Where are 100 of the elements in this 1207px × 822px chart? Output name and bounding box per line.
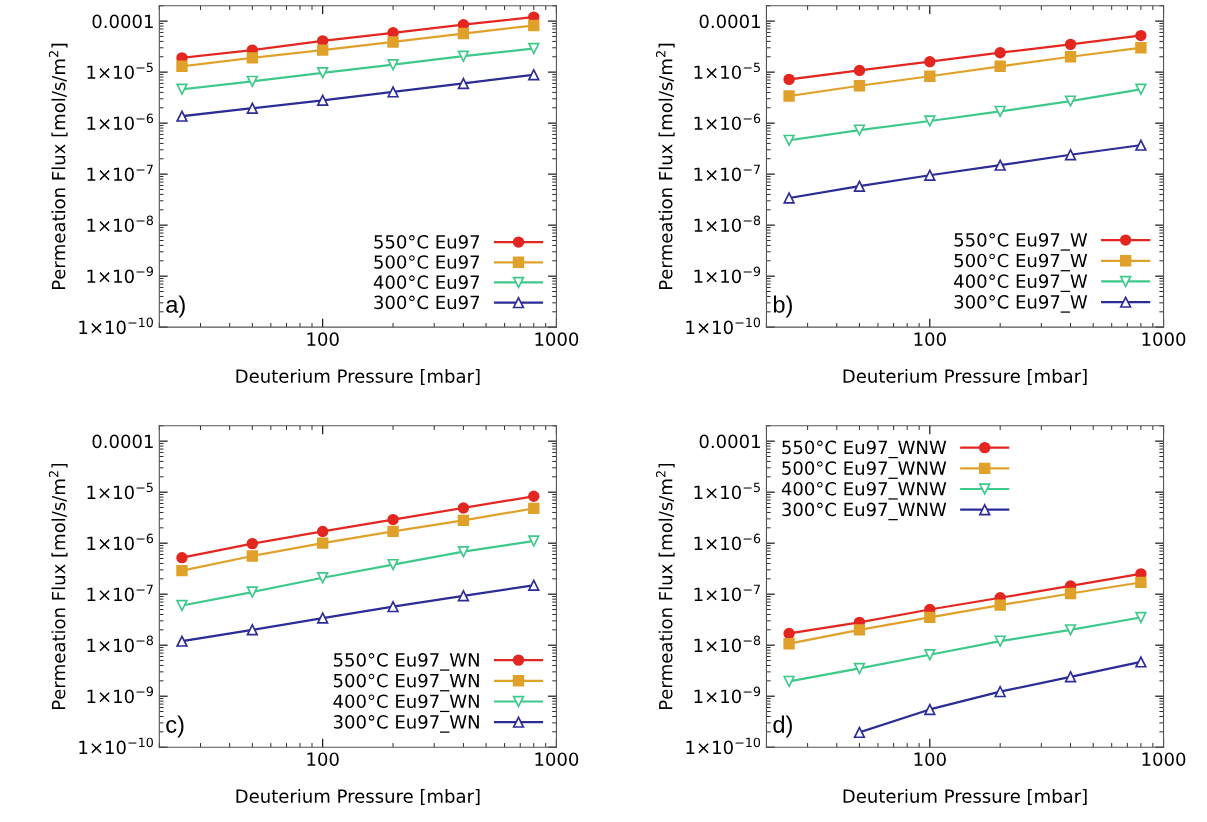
y-tick-label: 1×10$^{−5}$ xyxy=(694,482,760,500)
y-tick-label: 1×10$^{−7}$ xyxy=(694,584,760,602)
y-tick-label: 1×10$^{−6}$ xyxy=(87,113,154,131)
point xyxy=(783,637,795,650)
point xyxy=(387,525,399,538)
point xyxy=(457,77,470,90)
point xyxy=(853,726,866,739)
y-tick-label: 1×10$^{−10}$ xyxy=(686,317,761,335)
y-axis-title: Permeation Flux [mol/s/m$^{2}$] xyxy=(48,463,68,709)
point xyxy=(1135,29,1147,42)
y-tick-label: 1×10$^{−9}$ xyxy=(694,266,761,284)
y-tick-label: 1×10$^{−8}$ xyxy=(694,215,761,233)
point xyxy=(457,502,470,514)
point xyxy=(457,546,470,558)
point xyxy=(246,624,259,636)
point xyxy=(1135,656,1147,668)
y-tick-label: 1×10$^{−6}$ xyxy=(694,113,761,131)
y-tick-label: 1×10$^{−8}$ xyxy=(87,635,154,653)
y-tick-label: 1×10$^{−9}$ xyxy=(87,266,153,284)
point xyxy=(924,56,936,68)
point xyxy=(316,67,329,79)
legend-label: 300°C Eu97_W xyxy=(954,295,1088,313)
point xyxy=(1064,38,1077,51)
point xyxy=(528,490,540,502)
point xyxy=(528,502,540,515)
point xyxy=(994,599,1006,611)
y-tick-label: 1×10$^{−10}$ xyxy=(79,737,153,755)
point xyxy=(246,537,259,550)
legend-label: 300°C Eu97 xyxy=(374,295,480,310)
y-tick-label: 1×10$^{−7}$ xyxy=(694,164,760,182)
point xyxy=(528,69,540,81)
y-tick-label: 0.0001 xyxy=(92,434,153,449)
y-axis-title: Permeation Flux [mol/s/m$^{2}$] xyxy=(48,43,68,289)
point xyxy=(994,105,1006,118)
point xyxy=(924,703,936,716)
legend-label: 550°C Eu97_W xyxy=(954,233,1088,251)
legend-label: 400°C Eu97_W xyxy=(954,274,1088,293)
y-tick-label: 1×10$^{−7}$ xyxy=(87,164,153,182)
point xyxy=(387,36,399,48)
point xyxy=(994,47,1006,59)
point xyxy=(783,134,795,147)
point xyxy=(924,115,936,127)
point xyxy=(528,535,540,547)
point xyxy=(1135,139,1147,151)
x-tick-label: 100 xyxy=(307,752,339,767)
annotation: c) xyxy=(166,715,184,738)
point xyxy=(316,537,329,549)
legend-label: 400°C Eu97_WNW xyxy=(781,481,947,500)
point xyxy=(387,58,399,71)
point xyxy=(246,586,259,598)
x-tick-label: 100 xyxy=(914,332,946,346)
annotation: a) xyxy=(166,295,185,318)
point xyxy=(387,600,399,613)
y-tick-label: 1×10$^{−9}$ xyxy=(694,686,761,704)
legend-label: 400°C Eu97 xyxy=(373,275,480,290)
point xyxy=(1064,671,1077,683)
point xyxy=(176,60,188,73)
point xyxy=(176,599,188,612)
y-tick-label: 0.0001 xyxy=(92,14,153,29)
point xyxy=(457,514,470,527)
point xyxy=(1135,42,1147,54)
point xyxy=(1064,95,1077,107)
point xyxy=(924,169,936,181)
point xyxy=(783,192,795,204)
point xyxy=(1064,51,1077,63)
point xyxy=(316,612,329,624)
point xyxy=(853,80,866,92)
point xyxy=(387,513,399,526)
y-tick-label: 1×10$^{−5}$ xyxy=(87,482,153,500)
point xyxy=(853,124,866,136)
point xyxy=(176,564,188,577)
point xyxy=(1135,611,1147,624)
point xyxy=(457,590,470,602)
x-axis-title: Deuterium Pressure [mbar] xyxy=(236,788,480,806)
y-tick-label: 1×10$^{−9}$ xyxy=(87,686,153,704)
point xyxy=(176,110,188,122)
legend-label: 500°C Eu97_W xyxy=(954,253,1088,272)
annotation: d) xyxy=(773,715,792,738)
x-tick-label: 100 xyxy=(914,752,946,767)
x-tick-label: 100 xyxy=(307,332,339,346)
point xyxy=(176,83,188,96)
legend-label: 500°C Eu97 xyxy=(374,255,480,269)
point xyxy=(853,64,866,77)
point xyxy=(246,75,259,88)
y-tick-label: 1×10$^{−8}$ xyxy=(694,635,761,653)
point xyxy=(1064,587,1077,600)
point xyxy=(316,44,329,56)
point xyxy=(528,42,540,55)
x-axis-title: Deuterium Pressure [mbar] xyxy=(843,788,1087,806)
point xyxy=(783,90,795,102)
annotation: b) xyxy=(773,295,792,318)
point xyxy=(994,159,1006,171)
x-axis-title: Deuterium Pressure [mbar] xyxy=(236,368,480,386)
x-tick-label: 1000 xyxy=(1142,752,1186,767)
point xyxy=(994,685,1006,698)
y-axis-title: Permeation Flux [mol/s/m$^{2}$] xyxy=(655,43,675,289)
y-tick-label: 1×10$^{−10}$ xyxy=(79,317,153,335)
legend-label: 300°C Eu97_WNW xyxy=(782,502,947,521)
y-tick-label: 0.0001 xyxy=(699,434,760,449)
y-tick-label: 1×10$^{−5}$ xyxy=(694,62,760,80)
